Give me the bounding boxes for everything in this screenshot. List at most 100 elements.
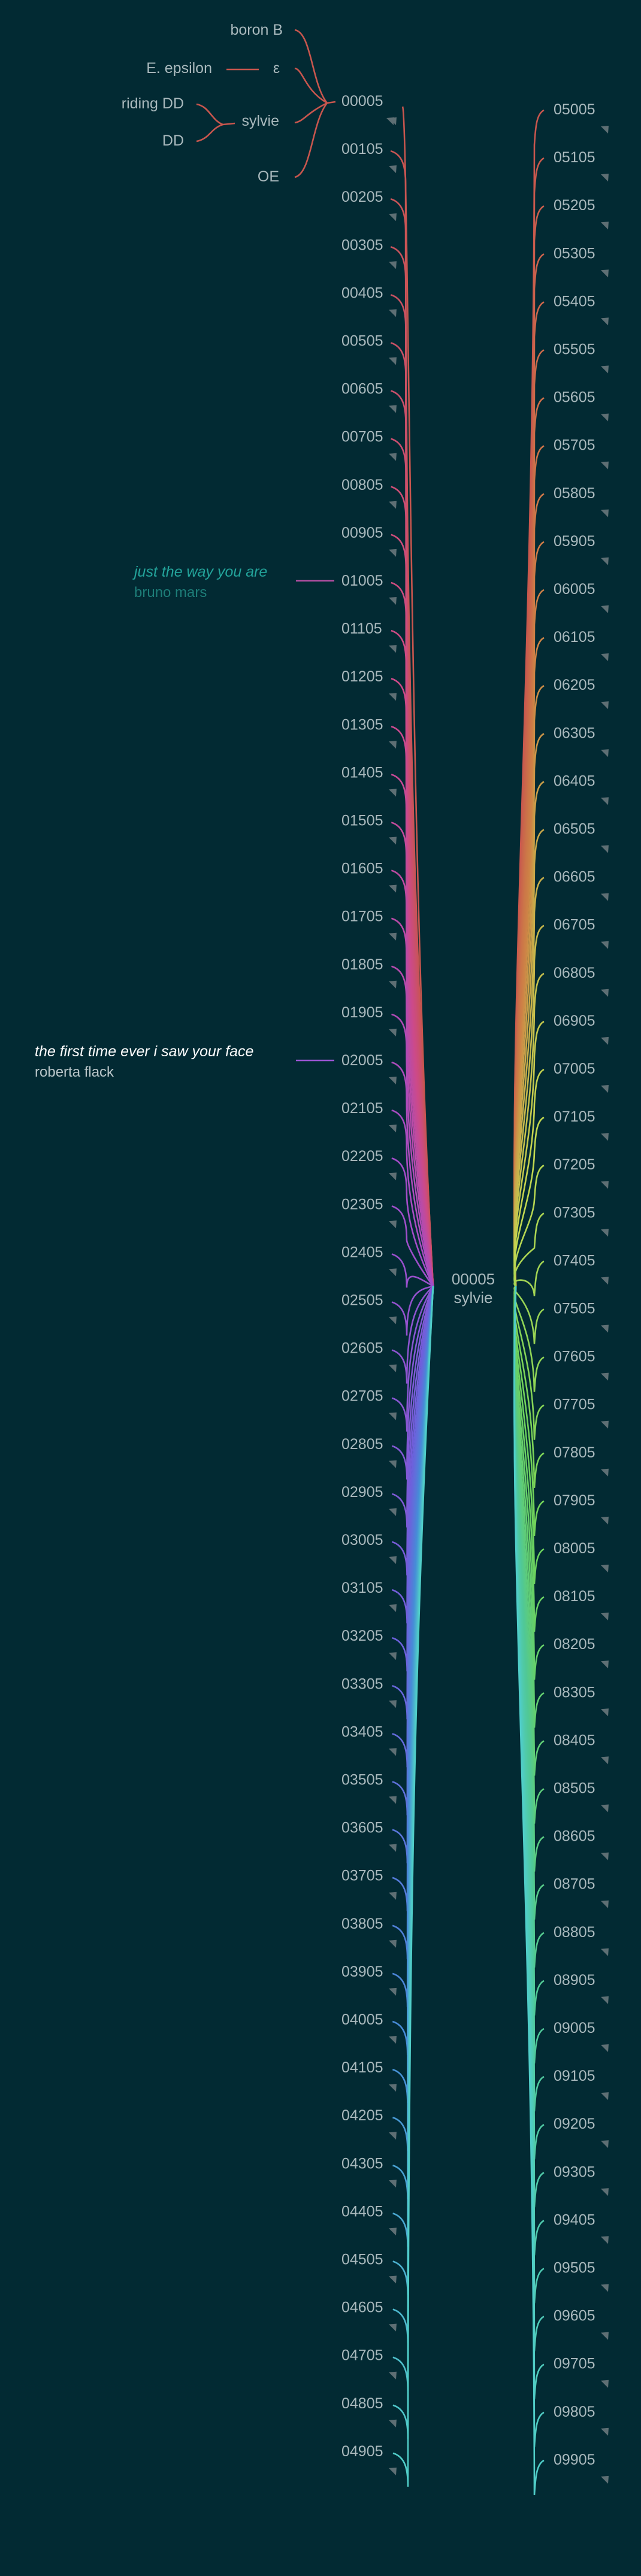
left-arrow-icon [385,2419,397,2431]
right-arrow-icon [597,1229,609,1241]
right-arrow-icon [597,2188,609,2200]
right-node-05805: 05805 [554,485,595,502]
left-arrow-icon [385,693,397,705]
annotation-artist: roberta flack [35,1064,114,1080]
right-node-05005: 05005 [554,101,595,118]
right-arrow-icon [597,1181,609,1193]
right-arrow-icon [597,605,609,617]
left-curve-00005 [401,106,434,1287]
left-arrow-icon [385,741,397,753]
left-curve-01705 [391,917,434,1287]
left-arrow-icon [385,501,397,513]
left-arrow-icon [385,1987,397,1999]
right-node-07005: 07005 [554,1060,595,1077]
left-node-03105: 03105 [341,1580,383,1596]
right-arrow-icon [597,413,609,425]
left-curve-01805 [391,965,434,1287]
left-arrow-icon [385,453,397,465]
left-node-00605: 00605 [341,381,383,398]
left-node-02205: 02205 [341,1148,383,1165]
left-curve-02605 [391,1286,434,1384]
right-curve-07405 [513,1260,545,1296]
right-arrow-icon [597,1756,609,1768]
right-node-06405: 06405 [554,772,595,789]
right-arrow-icon [597,653,609,665]
left-node-04505: 04505 [341,2251,383,2268]
right-node-06105: 06105 [554,629,595,645]
right-arrow-icon [597,1085,609,1096]
left-node-02505: 02505 [341,1292,383,1309]
right-node-05205: 05205 [554,197,595,214]
top-cluster-item: ε [273,60,280,77]
right-arrow-icon [597,1372,609,1384]
right-node-07905: 07905 [554,1492,595,1509]
left-node-00105: 00105 [341,141,383,157]
right-arrow-icon [597,1852,609,1864]
right-node-08305: 08305 [554,1684,595,1701]
left-arrow-icon [385,2036,397,2047]
right-arrow-icon [597,749,609,761]
right-curve-07305 [513,1213,545,1287]
right-arrow-icon [597,1613,609,1625]
left-node-02605: 02605 [341,1340,383,1357]
right-arrow-icon [597,1708,609,1720]
left-curve-03105 [392,1286,434,1624]
left-arrow-icon [385,1077,397,1088]
right-arrow-icon [597,1468,609,1480]
right-arrow-icon [597,1325,609,1337]
left-arrow-icon [385,1268,397,1280]
left-node-04805: 04805 [341,2395,383,2412]
top-cluster-item: OE [258,168,279,185]
left-node-03505: 03505 [341,1772,383,1789]
right-node-05705: 05705 [554,437,595,454]
left-node-00305: 00305 [341,237,383,253]
left-curve-04905 [392,1286,434,2487]
left-node-02305: 02305 [341,1196,383,1213]
right-arrow-icon [597,365,609,377]
left-curve-02305 [391,1205,434,1287]
left-arrow-icon [385,1844,397,1856]
right-node-09905: 09905 [554,2451,595,2468]
right-arrow-icon [597,1948,609,1960]
left-arrow-icon [385,165,397,177]
left-node-00405: 00405 [341,284,383,301]
right-arrow-icon [597,317,609,329]
left-curve-03205 [392,1286,434,1672]
left-node-01505: 01505 [341,813,383,829]
right-node-09605: 09605 [554,2308,595,2325]
top-cluster-item: E. epsilon [146,60,212,77]
left-arrow-icon [385,1556,397,1568]
left-arrow-icon [385,1939,397,1951]
right-arrow-icon [597,701,609,713]
left-node-01205: 01205 [341,668,383,685]
right-arrow-icon [597,557,609,569]
left-curve-02905 [391,1286,434,1528]
left-arrow-icon [385,980,397,992]
right-node-08905: 08905 [554,1972,595,1989]
annotation-song: the first time ever i saw your face [35,1043,253,1060]
left-curve-02805 [391,1286,434,1480]
right-arrow-icon [597,2284,609,2296]
left-curve-02405 [391,1253,434,1288]
left-arrow-icon [385,1412,397,1424]
right-node-06605: 06605 [554,869,595,886]
left-node-03205: 03205 [341,1628,383,1644]
right-arrow-icon [597,2380,609,2392]
left-node-02005: 02005 [341,1052,383,1069]
left-arrow-icon [385,261,397,273]
left-node-04305: 04305 [341,2155,383,2172]
left-curve-03005 [392,1286,434,1576]
left-node-03805: 03805 [341,1916,383,1932]
right-arrow-icon [597,2427,609,2439]
right-arrow-icon [597,989,609,1001]
hub-name: sylvie [453,1289,492,1307]
left-arrow-icon [385,1125,397,1137]
right-node-08605: 08605 [554,1828,595,1845]
top-cluster-item: sylvie [241,113,279,129]
left-node-00205: 00205 [341,189,383,205]
left-arrow-icon [385,789,397,801]
left-curve-03405 [392,1286,434,1768]
left-node-00905: 00905 [341,525,383,541]
left-arrow-icon [385,357,397,369]
left-arrow-icon [385,405,397,417]
